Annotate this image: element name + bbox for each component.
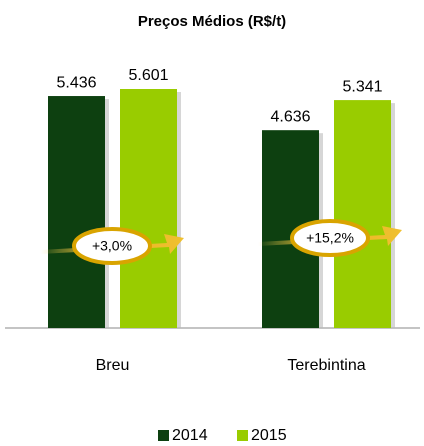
chart-title: Preços Médios (R$/t): [138, 13, 286, 30]
annotation-ellipse: [72, 227, 152, 265]
legend-label: 2015: [251, 427, 287, 444]
value-label: 5.341: [342, 78, 382, 95]
annotation: +3,0%: [92, 238, 132, 254]
x-tick-label: Breu: [96, 357, 130, 374]
annotation-ellipse: [290, 219, 370, 257]
annotation: +15,2%: [306, 230, 354, 246]
value-label: 4.636: [270, 108, 310, 125]
legend-swatch: [158, 430, 169, 441]
x-tick-label: Terebintina: [287, 357, 365, 374]
legend-swatch: [237, 430, 248, 441]
legend-label: 2014: [172, 427, 208, 444]
bar: [334, 100, 391, 328]
value-label: 5.436: [56, 74, 96, 91]
value-label: 5.601: [128, 67, 168, 84]
bar: [48, 96, 105, 328]
bar: [120, 89, 177, 328]
